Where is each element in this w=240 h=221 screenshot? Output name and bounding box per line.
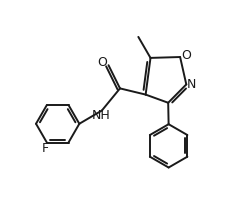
- Text: O: O: [97, 56, 107, 69]
- Text: N: N: [187, 78, 197, 91]
- Text: F: F: [42, 142, 49, 155]
- Text: NH: NH: [91, 109, 110, 122]
- Text: O: O: [181, 49, 191, 62]
